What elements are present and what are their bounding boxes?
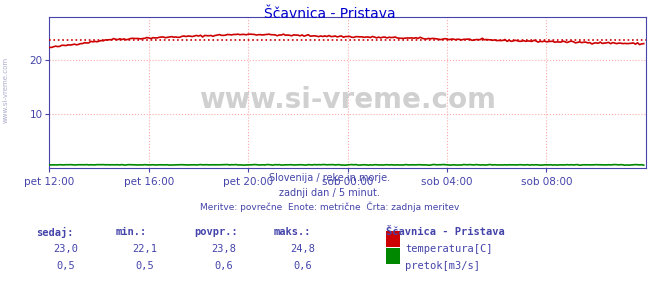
Text: Slovenija / reke in morje.: Slovenija / reke in morje.	[269, 173, 390, 183]
Text: www.si-vreme.com: www.si-vreme.com	[199, 86, 496, 114]
Text: 0,6: 0,6	[215, 261, 233, 271]
Text: maks.:: maks.:	[273, 227, 311, 237]
Text: pretok[m3/s]: pretok[m3/s]	[405, 261, 480, 271]
Text: Ščavnica - Pristava: Ščavnica - Pristava	[386, 227, 504, 237]
Text: 22,1: 22,1	[132, 244, 158, 254]
Text: www.si-vreme.com: www.si-vreme.com	[2, 57, 9, 123]
Text: 0,5: 0,5	[136, 261, 154, 271]
Text: 0,6: 0,6	[294, 261, 312, 271]
Text: 24,8: 24,8	[291, 244, 316, 254]
Text: 23,0: 23,0	[53, 244, 78, 254]
Text: sedaj:: sedaj:	[36, 227, 74, 238]
Text: 23,8: 23,8	[212, 244, 237, 254]
Text: 0,5: 0,5	[57, 261, 75, 271]
Text: povpr.:: povpr.:	[194, 227, 238, 237]
Text: Meritve: povrečne  Enote: metrične  Črta: zadnja meritev: Meritve: povrečne Enote: metrične Črta: …	[200, 202, 459, 212]
Text: zadnji dan / 5 minut.: zadnji dan / 5 minut.	[279, 188, 380, 197]
Text: temperatura[C]: temperatura[C]	[405, 244, 493, 254]
Text: min.:: min.:	[115, 227, 146, 237]
Text: Ščavnica - Pristava: Ščavnica - Pristava	[264, 7, 395, 21]
